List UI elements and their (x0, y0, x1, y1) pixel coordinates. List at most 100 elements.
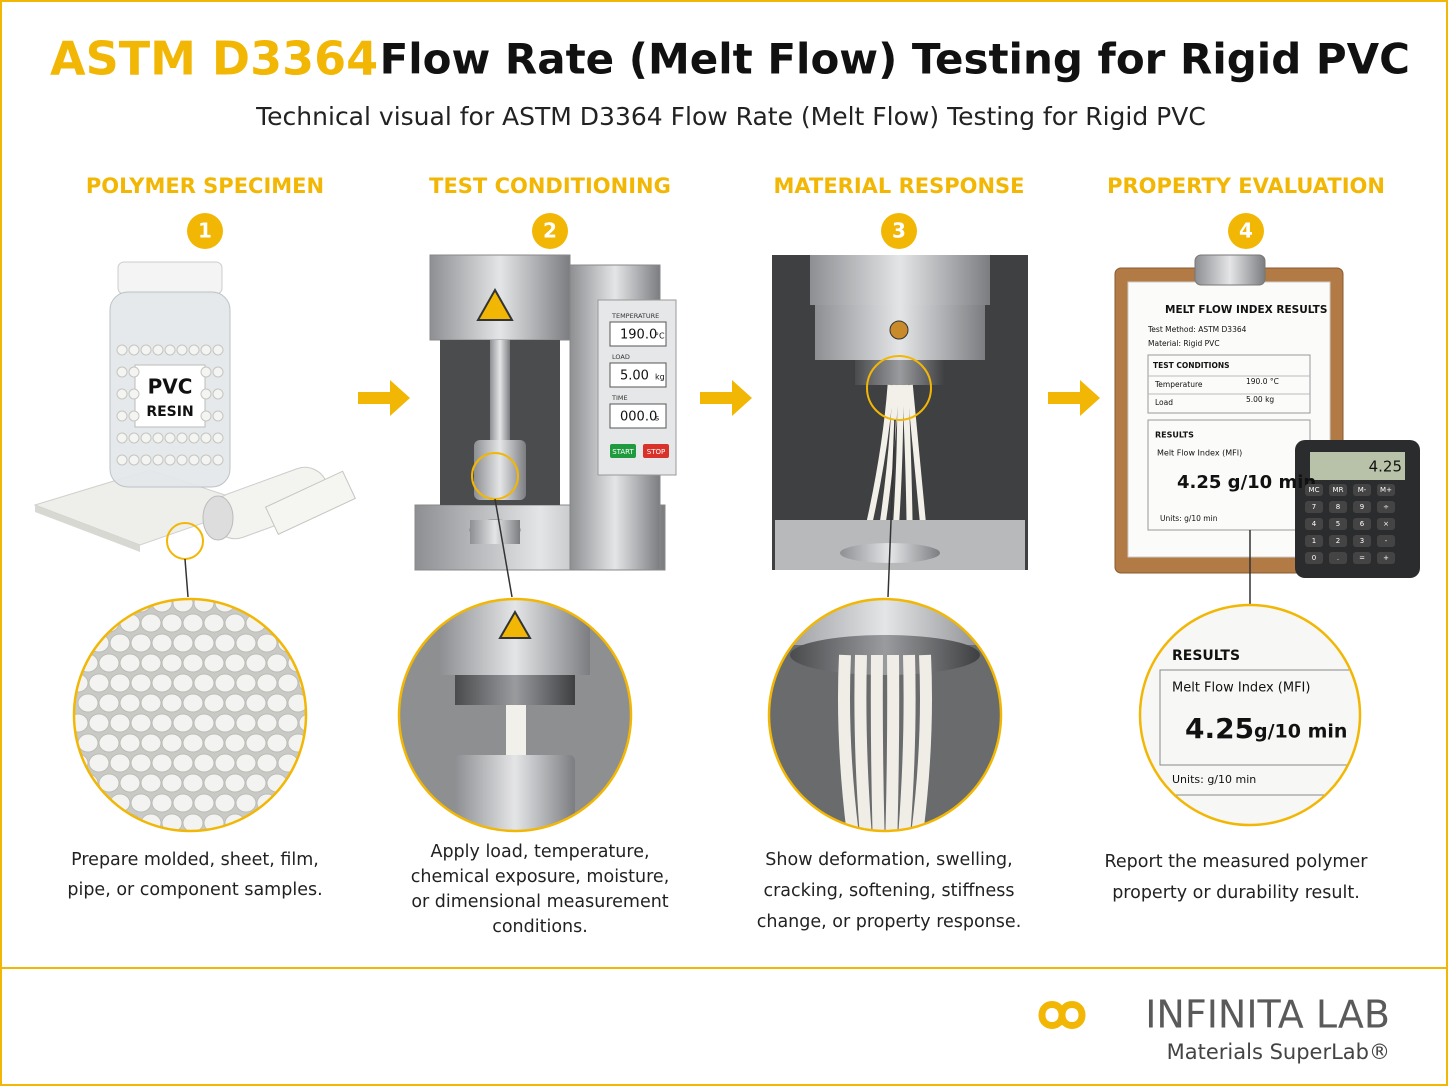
panel-label: LOAD (612, 353, 630, 361)
zoom-value: 4.25 (1185, 712, 1254, 745)
pellet (140, 653, 162, 673)
pellet (164, 432, 176, 444)
pellet (224, 693, 246, 713)
sheet-text: RESULTS (1155, 431, 1194, 440)
panel-label: TIME (611, 394, 628, 402)
sheet-cell: Load (1155, 398, 1173, 407)
sheet-text: Test Method: ASTM D3364 (1147, 325, 1247, 334)
pellet (128, 454, 140, 466)
pellet (277, 713, 299, 733)
pellet (266, 693, 288, 713)
calc-key-label: 1 (1312, 537, 1316, 545)
pellet (172, 753, 194, 773)
pellet (151, 793, 173, 813)
panel-label: TEMPERATURE (611, 312, 659, 320)
zoom-text: RESULTS (1172, 648, 1240, 664)
panel-display (609, 403, 667, 429)
pellet (77, 733, 99, 753)
calc-key (1329, 484, 1347, 496)
strand (870, 654, 885, 831)
pellet (256, 713, 278, 733)
pellet (212, 454, 224, 466)
pellet (151, 713, 173, 733)
pellet (212, 344, 224, 356)
pellet (128, 388, 140, 400)
calc-key-label: 5 (1336, 520, 1340, 528)
step-heading: TEST CONDITIONING (429, 174, 671, 198)
pellet (161, 733, 183, 753)
pellet (298, 713, 306, 733)
step-caption: change, or property response. (757, 912, 1022, 932)
strand (898, 654, 916, 831)
pellet (182, 773, 204, 793)
pellet (130, 793, 152, 813)
pellet (212, 432, 224, 444)
step-badge (881, 213, 917, 249)
calc-key-label: 7 (1312, 503, 1316, 511)
pellet (128, 432, 140, 444)
pellet (193, 713, 215, 733)
calc-key (1377, 501, 1395, 513)
pellet (182, 693, 204, 713)
connector (494, 498, 513, 598)
pellet (109, 713, 131, 733)
pellet (193, 599, 215, 613)
pellet (161, 613, 183, 633)
calc-key-label: + (1383, 554, 1389, 562)
zoom-ring (1138, 603, 1362, 827)
pellet (266, 653, 288, 673)
results-zoom (1140, 605, 1360, 825)
jar-label: PVC (148, 375, 193, 399)
pellet (140, 344, 152, 356)
clipboard-illustration (1114, 254, 1420, 578)
pellet (235, 713, 257, 733)
panel-unit: °C (655, 332, 665, 341)
panel-button (643, 444, 669, 458)
calc-key-label: × (1383, 520, 1389, 528)
pellet (88, 713, 110, 733)
pellet (224, 773, 246, 793)
zoom-text: Units: g/10 min (1172, 773, 1256, 786)
pellet (212, 388, 224, 400)
pellet (172, 673, 194, 693)
calc-key (1377, 518, 1395, 530)
pellet (214, 753, 236, 773)
calc-key (1329, 552, 1347, 564)
pellet (176, 454, 188, 466)
pellet (193, 793, 215, 813)
pellet (245, 733, 267, 753)
specimen-illustration (33, 261, 356, 560)
step-caption: chemical exposure, moisture, (411, 867, 670, 887)
pellet (77, 693, 99, 713)
pellet (164, 454, 176, 466)
pellet (266, 733, 288, 753)
calc-key-label: - (1385, 537, 1388, 545)
panel-value: 190.0 (620, 328, 657, 343)
step-caption: conditions. (492, 917, 588, 937)
tagline: Materials SuperLab® (1167, 1040, 1390, 1064)
step-badge (532, 213, 568, 249)
strand-zoom (769, 599, 1001, 831)
pellet (245, 653, 267, 673)
sheet-text: Units: g/10 min (1160, 514, 1218, 523)
pellet (128, 344, 140, 356)
extrusion-illustration (772, 255, 1028, 570)
pellet (140, 733, 162, 753)
pellet (88, 753, 110, 773)
calc-key-label: ÷ (1383, 503, 1389, 511)
pellet (200, 388, 212, 400)
pellet (172, 633, 194, 653)
pellet (98, 653, 120, 673)
strand (854, 654, 872, 831)
sheet-cell: 5.00 kg (1246, 395, 1274, 404)
pellet (164, 344, 176, 356)
pellet (245, 693, 267, 713)
pellet (109, 633, 131, 653)
pellet (203, 733, 225, 753)
calc-key-label: 6 (1360, 520, 1365, 528)
pellet (88, 673, 110, 693)
pellet (116, 454, 128, 466)
calc-key (1305, 518, 1323, 530)
panel-display (609, 321, 667, 347)
subtitle: Technical visual for ASTM D3364 Flow Rat… (255, 102, 1206, 131)
